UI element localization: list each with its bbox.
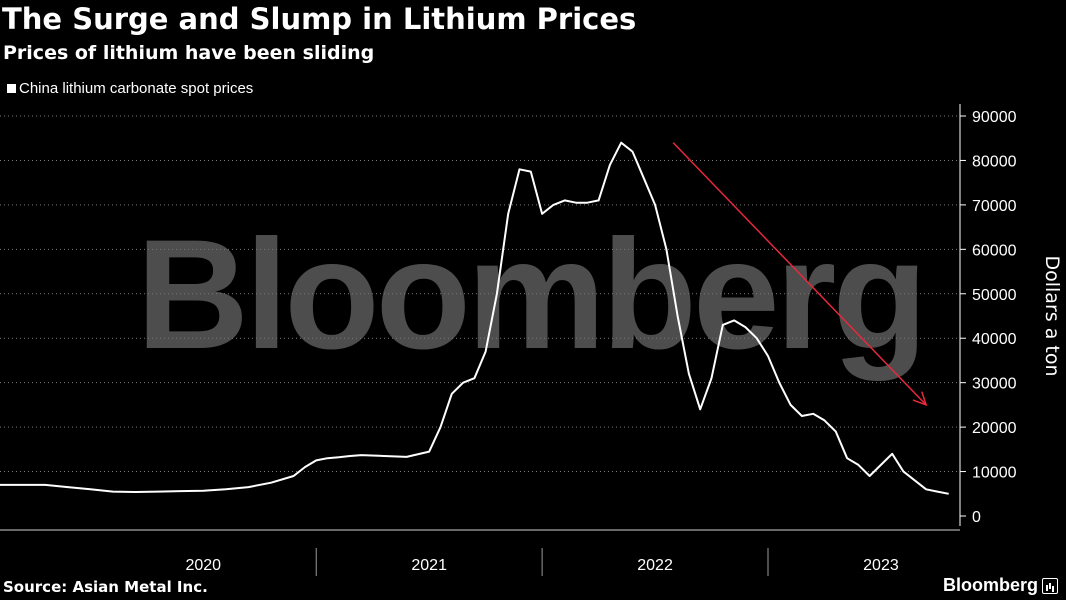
legend-swatch: [7, 84, 16, 93]
source-note: Source: Asian Metal Inc.: [3, 578, 208, 596]
y-tick-label: 30000: [972, 376, 1017, 393]
y-tick-label: 70000: [972, 198, 1017, 215]
axes: [0, 104, 966, 576]
bloomberg-logo: Bloomberg: [943, 575, 1058, 596]
y-axis-label: Dollars a ton: [1041, 255, 1063, 376]
x-tick-label: 2023: [863, 557, 899, 574]
x-tick-label: 2022: [637, 557, 673, 574]
brand-wordmark: Bloomberg: [942, 575, 1038, 595]
y-tick-label: 10000: [972, 465, 1017, 482]
series-line-lithium-carbonate: [0, 141, 949, 495]
grid-lines: [0, 115, 960, 473]
chart-subtitle: Prices of lithium have been sliding: [3, 42, 375, 64]
trend-arrow-shaft: [672, 142, 927, 406]
watermark: Bloomberg: [136, 208, 923, 382]
y-tick-labels: 0 10000 20000 30000 40000 50000 60000 70000 8000…: [972, 109, 1017, 526]
y-tick-label: 60000: [972, 242, 1017, 259]
x-tick-label: 2020: [185, 557, 221, 574]
y-tick-label: 90000: [972, 109, 1017, 126]
y-tick-label: 50000: [972, 287, 1017, 304]
trend-arrow: [672, 142, 928, 407]
legend-label: China lithium carbonate spot prices: [19, 80, 254, 97]
y-tick-label: 20000: [972, 420, 1017, 437]
x-tick-labels: 2020 2021 2022 2023: [185, 557, 898, 574]
x-tick-label: 2021: [411, 557, 447, 574]
chart-icon: [1042, 577, 1058, 594]
legend: China lithium carbonate spot prices: [7, 80, 253, 97]
y-tick-label: 80000: [972, 153, 1017, 170]
y-tick-label: 0: [972, 509, 981, 526]
y-tick-label: 40000: [972, 331, 1017, 348]
trend-arrow-head: [912, 391, 928, 407]
chart-title: The Surge and Slump in Lithium Prices: [2, 2, 637, 36]
